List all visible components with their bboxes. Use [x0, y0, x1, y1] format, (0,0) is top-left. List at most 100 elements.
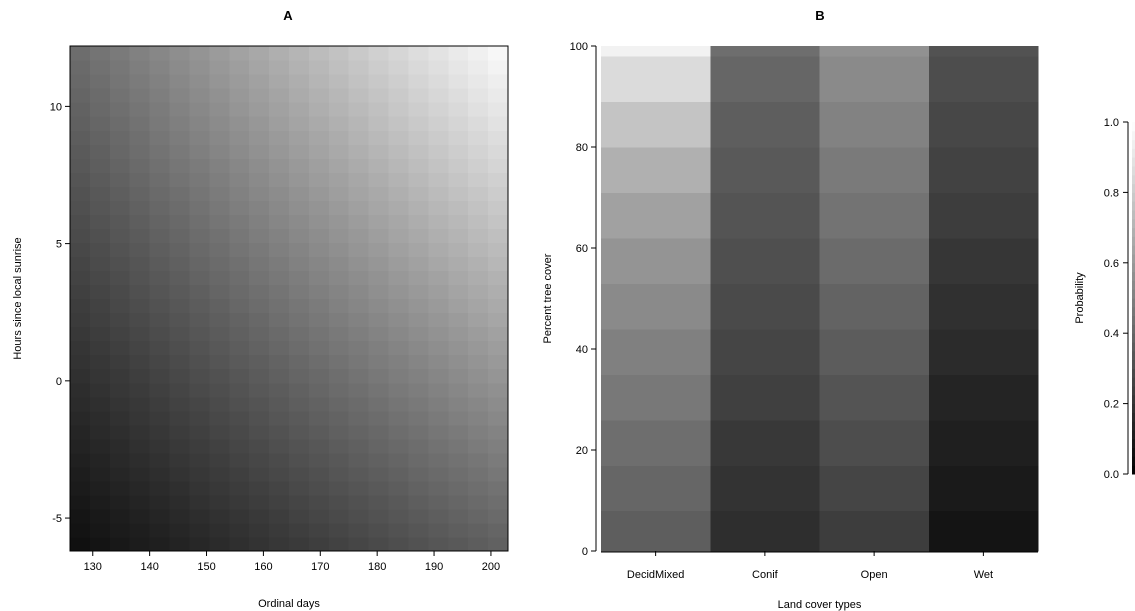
heatmap-cell [169, 284, 191, 300]
heatmap-cell [109, 382, 131, 398]
heatmap-cell [169, 74, 191, 89]
heatmap-cell [169, 242, 191, 258]
heatmap-cell [249, 186, 270, 201]
heatmap-cell [269, 396, 290, 412]
heatmap-cell [468, 466, 489, 482]
y-tick-label: 5 [56, 239, 62, 251]
heatmap-cell [209, 494, 230, 510]
x-tick-label: Conif [752, 569, 779, 581]
heatmap-cell [368, 102, 390, 117]
heatmap-cell [189, 298, 210, 314]
heatmap-cell [169, 172, 191, 187]
heatmap-cell [229, 46, 250, 61]
heatmap-cell [368, 396, 390, 412]
heatmap-cell [408, 60, 429, 75]
heatmap-cell [209, 60, 230, 75]
heatmap-cell [269, 284, 290, 300]
heatmap-cell [70, 508, 91, 524]
colorbar-swatch [1132, 333, 1135, 343]
heatmap-cell [819, 101, 930, 148]
heatmap-cell [348, 200, 370, 215]
heatmap-cell [348, 396, 370, 412]
heatmap-cell [289, 88, 310, 103]
heatmap-cell [109, 88, 131, 103]
heatmap-cell [149, 116, 171, 131]
heatmap-cell [89, 242, 111, 258]
heatmap-cell [109, 228, 131, 243]
heatmap-cell [488, 494, 509, 510]
heatmap-cell [448, 200, 469, 215]
heatmap-cell [249, 130, 270, 145]
heatmap-cell [109, 312, 131, 328]
heatmap-cell [368, 144, 390, 159]
heatmap-cell [70, 284, 91, 300]
heatmap-cell [488, 438, 509, 454]
heatmap-cell [819, 147, 930, 194]
heatmap-cell [229, 424, 250, 440]
heatmap-cell [249, 228, 270, 243]
heatmap-cell [109, 536, 131, 552]
heatmap-cell [408, 228, 429, 243]
heatmap-cell [348, 312, 370, 328]
colorbar-swatch [1132, 377, 1135, 387]
heatmap-cell [348, 340, 370, 356]
heatmap-cell [448, 284, 469, 300]
heatmap-cell [229, 494, 250, 510]
heatmap-cell [289, 242, 310, 258]
heatmap-cell [348, 46, 370, 61]
heatmap-cell [488, 452, 509, 468]
heatmap-cell [388, 536, 410, 552]
heatmap-cell [388, 466, 410, 482]
heatmap-cell [448, 46, 469, 61]
heatmap-cell [488, 508, 509, 524]
heatmap-cell [189, 88, 210, 103]
heatmap-cell [308, 256, 330, 272]
heatmap-cell [169, 368, 191, 384]
heatmap-cell [269, 326, 290, 342]
heatmap-cell [328, 522, 350, 538]
heatmap-cell [368, 452, 390, 468]
heatmap-cell [169, 158, 191, 173]
heatmap-cell [229, 74, 250, 89]
heatmap-cell [368, 242, 390, 258]
heatmap-cell [269, 508, 290, 524]
colorbar-swatch [1132, 465, 1135, 475]
heatmap-cell [89, 480, 111, 496]
heatmap-cell [348, 452, 370, 468]
heatmap-cell [169, 312, 191, 328]
heatmap-cell [169, 60, 191, 75]
heatmap-cell [348, 536, 370, 552]
heatmap-cell [448, 214, 469, 229]
heatmap-cell [448, 242, 469, 258]
heatmap-cell [328, 60, 350, 75]
heatmap-cell [129, 130, 151, 145]
heatmap-cell [189, 508, 210, 524]
heatmap-cell [601, 56, 711, 103]
heatmap-cell [928, 101, 1039, 148]
heatmap-cell [448, 186, 469, 201]
colorbar-swatch [1132, 271, 1135, 281]
heatmap-cell [70, 242, 91, 258]
heatmap-cell [448, 172, 469, 187]
heatmap-cell [189, 270, 210, 286]
colorbar-swatch [1132, 447, 1135, 457]
heatmap-cell [328, 242, 350, 258]
heatmap-cell [109, 368, 131, 384]
heatmap-cell [70, 102, 91, 117]
heatmap-cell [109, 256, 131, 272]
heatmap-cell [388, 424, 410, 440]
heatmap-cell [348, 466, 370, 482]
heatmap-cell [169, 536, 191, 552]
heatmap-cell [601, 147, 711, 194]
heatmap-cell [109, 480, 131, 496]
heatmap-cell [448, 354, 469, 370]
heatmap-cell [368, 270, 390, 286]
heatmap-cell [368, 312, 390, 328]
heatmap-cell [308, 354, 330, 370]
heatmap-cell [169, 256, 191, 272]
heatmap-cell [488, 270, 509, 286]
colorbar-swatch [1132, 359, 1135, 369]
heatmap-cell [308, 158, 330, 173]
heatmap-cell [448, 74, 469, 89]
colorbar-swatch [1132, 403, 1135, 413]
